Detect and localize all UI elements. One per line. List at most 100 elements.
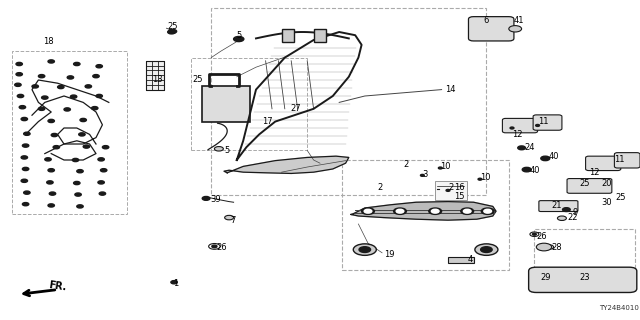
- FancyBboxPatch shape: [614, 153, 640, 168]
- Text: 12: 12: [589, 168, 599, 177]
- Text: 18: 18: [44, 37, 54, 46]
- Circle shape: [38, 107, 45, 110]
- FancyBboxPatch shape: [529, 267, 637, 292]
- Text: 27: 27: [290, 104, 301, 113]
- Circle shape: [58, 85, 64, 89]
- Circle shape: [530, 232, 539, 236]
- Circle shape: [168, 30, 175, 34]
- Circle shape: [202, 196, 210, 200]
- Text: 22: 22: [568, 213, 578, 222]
- Circle shape: [48, 60, 54, 63]
- Circle shape: [98, 181, 104, 184]
- Circle shape: [475, 244, 498, 255]
- Circle shape: [47, 181, 53, 184]
- FancyBboxPatch shape: [533, 115, 562, 130]
- Text: 1: 1: [173, 279, 178, 288]
- FancyBboxPatch shape: [468, 17, 514, 41]
- Text: 11: 11: [538, 117, 548, 126]
- Bar: [314, 29, 326, 42]
- Text: 13: 13: [152, 76, 163, 84]
- Text: 6: 6: [483, 16, 488, 25]
- Circle shape: [169, 29, 177, 33]
- Bar: [435, 181, 467, 200]
- Circle shape: [364, 209, 372, 213]
- Circle shape: [42, 96, 48, 99]
- Circle shape: [209, 244, 220, 249]
- Circle shape: [15, 83, 21, 86]
- Circle shape: [16, 73, 22, 76]
- Circle shape: [536, 124, 540, 126]
- Text: 16: 16: [454, 183, 465, 192]
- Text: 4: 4: [467, 255, 472, 264]
- Circle shape: [429, 208, 442, 214]
- Circle shape: [53, 146, 60, 149]
- Circle shape: [96, 65, 102, 68]
- Circle shape: [353, 244, 376, 255]
- Text: 29: 29: [541, 273, 551, 282]
- Circle shape: [102, 146, 109, 149]
- Circle shape: [362, 208, 374, 214]
- Circle shape: [48, 204, 54, 207]
- Circle shape: [74, 62, 80, 66]
- Text: 26: 26: [536, 232, 547, 241]
- FancyBboxPatch shape: [586, 156, 621, 171]
- Bar: [282, 29, 294, 42]
- Text: 20: 20: [602, 180, 612, 188]
- Circle shape: [532, 233, 536, 235]
- Text: 25: 25: [192, 76, 202, 84]
- Text: 15: 15: [454, 192, 465, 201]
- Circle shape: [16, 62, 22, 66]
- Circle shape: [93, 75, 99, 78]
- Circle shape: [77, 170, 83, 173]
- Circle shape: [64, 108, 70, 111]
- Circle shape: [461, 208, 474, 214]
- Circle shape: [212, 245, 217, 248]
- Circle shape: [394, 208, 406, 214]
- Polygon shape: [224, 156, 349, 173]
- Circle shape: [463, 209, 471, 213]
- Circle shape: [22, 167, 29, 171]
- Text: 25: 25: [168, 22, 178, 31]
- Circle shape: [21, 179, 28, 182]
- Circle shape: [234, 36, 244, 42]
- Circle shape: [70, 95, 77, 98]
- Circle shape: [522, 167, 531, 172]
- Text: 11: 11: [614, 156, 625, 164]
- Circle shape: [420, 174, 424, 176]
- Circle shape: [446, 189, 450, 191]
- Circle shape: [72, 158, 79, 162]
- Text: 2: 2: [378, 183, 383, 192]
- Circle shape: [49, 192, 56, 195]
- Text: 25: 25: [579, 179, 589, 188]
- Bar: [146, 61, 164, 90]
- Circle shape: [518, 146, 525, 150]
- Circle shape: [541, 156, 550, 161]
- Circle shape: [396, 209, 404, 213]
- Circle shape: [99, 192, 106, 195]
- Polygon shape: [351, 202, 496, 220]
- Circle shape: [563, 208, 570, 212]
- Circle shape: [484, 209, 492, 213]
- Circle shape: [75, 193, 81, 196]
- Text: 2: 2: [403, 160, 408, 169]
- Circle shape: [170, 29, 173, 31]
- FancyBboxPatch shape: [502, 118, 538, 133]
- Bar: [202, 86, 250, 122]
- Text: 39: 39: [210, 195, 221, 204]
- Bar: [534, 229, 635, 291]
- Circle shape: [481, 247, 492, 252]
- Circle shape: [536, 243, 552, 251]
- Circle shape: [509, 26, 522, 32]
- Circle shape: [214, 147, 223, 151]
- Circle shape: [48, 119, 54, 123]
- Circle shape: [359, 247, 371, 252]
- Circle shape: [22, 144, 29, 147]
- Circle shape: [24, 191, 30, 194]
- FancyBboxPatch shape: [539, 201, 578, 212]
- Bar: [342, 160, 509, 270]
- Text: 10: 10: [480, 173, 490, 182]
- Circle shape: [80, 118, 86, 122]
- Circle shape: [100, 169, 107, 172]
- Text: 9: 9: [573, 208, 578, 217]
- Text: 41: 41: [513, 16, 524, 25]
